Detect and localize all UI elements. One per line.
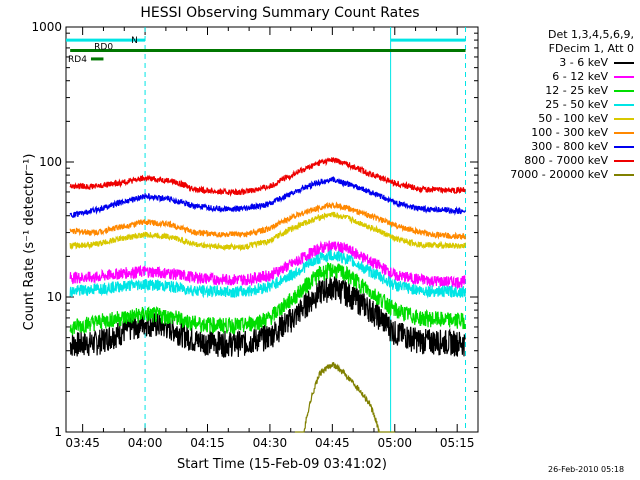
y-tick-label: 1000 [31,20,62,34]
legend-label: 6 - 12 keV [552,70,608,83]
legend-entry: 25 - 50 keV [484,98,634,112]
legend-swatch [614,90,634,92]
x-tick-label: 04:30 [253,436,288,450]
chart-title: HESSI Observing Summary Count Rates [140,5,419,21]
state-marker-label: N [131,36,138,46]
legend-swatch [614,174,634,176]
legend-label: 800 - 7000 keV [524,154,608,167]
series-line [69,157,466,197]
legend-label: 12 - 25 keV [545,84,608,97]
series-line [69,240,466,290]
x-axis-label: Start Time (15-Feb-09 03:41:02) [177,457,387,472]
legend-label: 300 - 800 keV [531,140,608,153]
legend-entries: 3 - 6 keV 6 - 12 keV 12 - 25 keV 25 - 50 ke… [484,56,634,182]
series-line [69,261,466,336]
legend-entry: 100 - 300 keV [484,126,634,140]
x-tick-label: 04:00 [128,436,163,450]
legend-label: 3 - 6 keV [559,56,608,69]
plot-frame [65,26,479,433]
legend-entry: 6 - 12 keV [484,70,634,84]
x-tick-label: 05:00 [377,436,412,450]
legend-entry: 800 - 7000 keV [484,154,634,168]
legend-header-line: FDecim 1, Att 0 [548,42,634,55]
legend-swatch [614,160,634,162]
legend-label: 25 - 50 keV [545,98,608,111]
series-line [69,175,466,218]
series-line [69,249,466,299]
y-tick-label: 100 [39,155,62,169]
legend-label: 7000 - 20000 keV [510,168,608,181]
x-tick-label: 04:15 [190,436,225,450]
legend-swatch [614,104,634,106]
legend-label: 100 - 300 keV [531,126,608,139]
x-tick-label: 03:45 [65,436,100,450]
y-axis-label: Count Rate (s⁻¹ detector⁻¹) [22,154,37,331]
y-tick-label: 10 [47,290,62,304]
legend-swatch [614,146,634,148]
legend-label: 50 - 100 keV [538,112,608,125]
legend-swatch [614,118,634,120]
state-marker-label: RD4 [68,55,87,65]
timestamp-label: 26-Feb-2010 05:18 [548,465,625,474]
legend: Det 1,3,4,5,6,9, FDecim 1, Att 0 3 - 6 k… [484,28,634,182]
series-line [294,362,395,433]
legend-swatch [614,132,634,134]
series-line [69,201,466,240]
plot-area: 1 10 100 1000 03:45 04:00 04:15 04:30 04:45 05:00… [31,20,479,450]
state-marker-label: RD0 [94,42,113,52]
legend-entry: 12 - 25 keV [484,84,634,98]
legend-swatch [614,62,634,64]
legend-entry: 300 - 800 keV [484,140,634,154]
legend-swatch [614,76,634,78]
legend-entry: 50 - 100 keV [484,112,634,126]
legend-header-line: Det 1,3,4,5,6,9, [547,28,634,41]
y-tick-label: 1 [54,425,62,439]
legend-entry: 7000 - 20000 keV [484,168,634,182]
legend-entry: 3 - 6 keV [484,56,634,70]
x-tick-label: 04:45 [315,436,350,450]
series-line [69,211,466,252]
series-line [69,276,466,359]
x-tick-label: 05:15 [440,436,475,450]
